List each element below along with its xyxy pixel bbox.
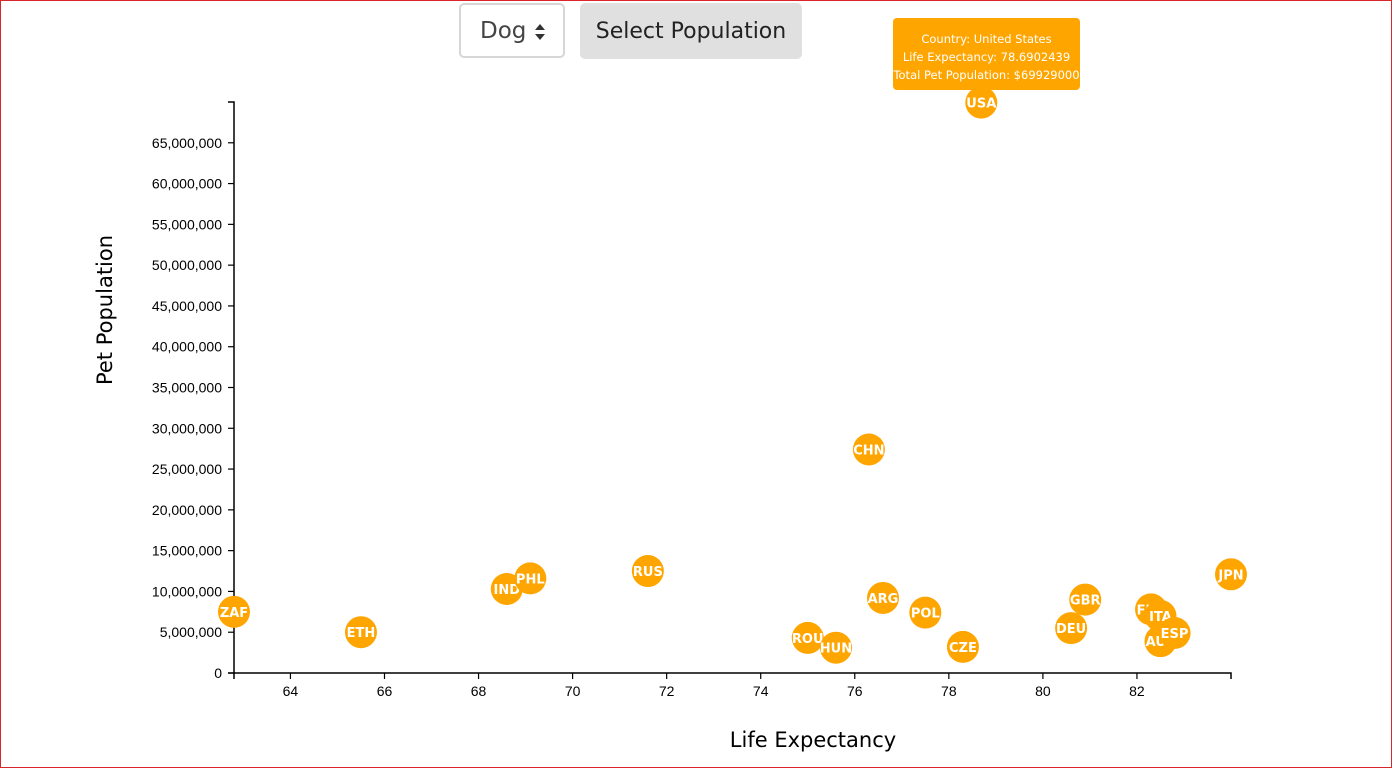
point-marker[interactable]	[514, 562, 547, 595]
y-tick-label: 35,000,000	[152, 380, 222, 396]
data-point[interactable]: CHN	[852, 433, 885, 466]
point-marker[interactable]	[946, 630, 979, 663]
point-marker[interactable]	[1069, 583, 1102, 616]
point-label: PHL	[516, 572, 545, 587]
tooltip-life-expectancy: Life Expectancy: 78.6902439	[902, 50, 1071, 64]
animal-select[interactable]: Dog	[459, 3, 565, 58]
point-label: POL	[911, 607, 940, 622]
y-tick-label: 25,000,000	[152, 461, 222, 477]
point-label: GBR	[1070, 594, 1101, 609]
data-point[interactable]: ARG	[866, 581, 899, 614]
point-marker[interactable]	[344, 616, 377, 649]
point-label: ZAF	[220, 606, 248, 621]
point-label: RUS	[633, 565, 663, 580]
x-tick-label: 76	[847, 683, 863, 699]
point-marker[interactable]	[909, 596, 942, 629]
point-marker[interactable]	[791, 621, 824, 654]
x-tick-label: 66	[377, 683, 393, 699]
y-tick-label: 40,000,000	[152, 339, 222, 355]
tooltip-country: Country: United States	[921, 32, 1052, 46]
y-tick-label: 30,000,000	[152, 420, 222, 436]
point-marker[interactable]	[866, 581, 899, 614]
y-tick-label: 10,000,000	[152, 583, 222, 599]
tooltip-pet-population: Total Pet Population: $69929000	[893, 68, 1080, 82]
y-tick-label: 55,000,000	[152, 216, 222, 232]
data-point[interactable]: ROU	[791, 621, 824, 654]
x-axis-title: Life Expectancy	[730, 728, 896, 752]
data-point[interactable]: POL	[909, 596, 942, 629]
x-axis: 64 66 68 70 72 74 76 78 80 82	[233, 672, 1232, 699]
x-tick-label: 82	[1129, 683, 1145, 699]
point-label: ESP	[1161, 627, 1189, 642]
data-point[interactable]: GBR	[1069, 583, 1102, 616]
point-marker[interactable]	[965, 86, 998, 119]
y-axis-title: Pet Population	[93, 235, 117, 385]
tooltip: Country: United States Life Expectancy: …	[893, 18, 1080, 90]
y-tick-label: 60,000,000	[152, 176, 222, 192]
point-label: ROU	[792, 632, 824, 647]
point-marker[interactable]	[1158, 617, 1191, 650]
point-marker[interactable]	[631, 555, 664, 588]
animal-select-value: Dog	[480, 17, 527, 44]
x-tick-label: 78	[941, 683, 957, 699]
x-axis-line	[233, 672, 1232, 679]
data-point[interactable]: CZE	[946, 630, 979, 663]
data-point[interactable]: ETH	[344, 616, 377, 649]
y-tick-label: 50,000,000	[152, 257, 222, 273]
x-tick-label: 72	[659, 683, 675, 699]
x-tick-label: 64	[283, 683, 299, 699]
x-tick-label: 80	[1035, 683, 1051, 699]
point-marker[interactable]	[819, 631, 852, 664]
point-label: HUN	[820, 642, 852, 657]
x-tick-label: 70	[565, 683, 581, 699]
point-label: CZE	[949, 641, 977, 656]
data-point[interactable]: ESP	[1158, 617, 1191, 650]
data-point[interactable]: ZAF	[218, 595, 250, 628]
point-label: DEU	[1056, 622, 1086, 637]
point-label: ARG	[868, 592, 899, 607]
y-axis: 0 5,000,000 10,000,000 15,000,000 20,000,000…	[152, 101, 235, 681]
data-point[interactable]: JPN	[1215, 558, 1247, 591]
point-marker[interactable]	[218, 595, 250, 628]
y-tick-label: 5,000,000	[160, 624, 222, 640]
data-point[interactable]: DEU	[1055, 612, 1088, 645]
point-marker[interactable]	[852, 433, 885, 466]
data-point[interactable]: RUS	[631, 555, 664, 588]
data-point[interactable]: PHL	[514, 562, 547, 595]
select-arrows-icon	[535, 24, 545, 40]
y-tick-label: 65,000,000	[152, 135, 222, 151]
point-label: CHN	[853, 443, 884, 458]
x-tick-label: 68	[471, 683, 487, 699]
point-marker[interactable]	[1055, 612, 1088, 645]
y-tick-label: 15,000,000	[152, 543, 222, 559]
y-tick-label: 0	[214, 665, 222, 681]
y-tick-label: 20,000,000	[152, 502, 222, 518]
select-population-button[interactable]: Select Population	[580, 3, 802, 59]
y-tick-label: 45,000,000	[152, 298, 222, 314]
data-point[interactable]: USA	[965, 86, 998, 119]
data-point[interactable]: HUN	[819, 631, 852, 664]
point-label: IND	[494, 583, 521, 598]
point-label: USA	[966, 97, 996, 112]
point-label: ETH	[347, 626, 376, 641]
point-label: JPN	[1217, 568, 1243, 583]
point-marker[interactable]	[1215, 558, 1247, 591]
x-tick-label: 74	[753, 683, 769, 699]
